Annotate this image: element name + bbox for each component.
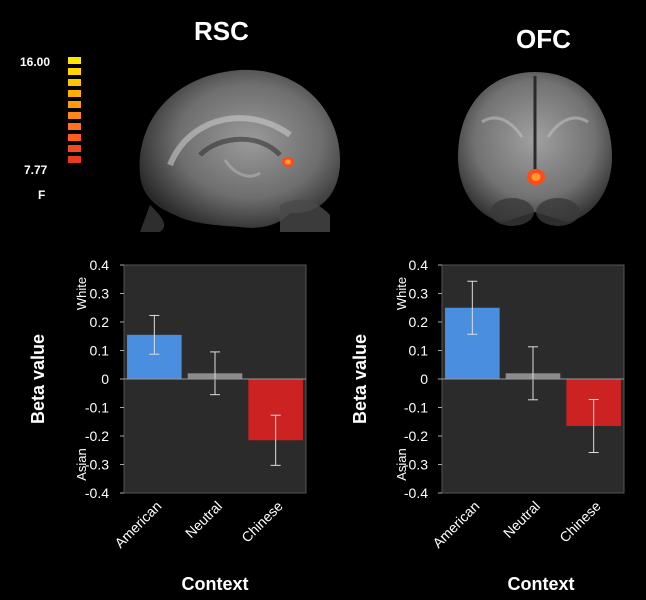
y-tick-label: -0.3 [404,457,428,473]
rsc-title: RSC [194,16,249,46]
y-tick-label: -0.4 [85,485,109,501]
x-tick-label: Chinese [556,498,604,546]
top-side-label: White [74,277,89,310]
y-tick-label: 0.1 [90,343,110,359]
colorbar-swatch [68,68,81,75]
y-tick-label: 0.3 [90,286,110,302]
colorbar-swatch [68,123,81,130]
y-axis-label: Beta value [350,334,370,424]
colorbar-min-label: 7.77 [24,163,48,177]
y-tick-label: -0.1 [85,400,109,416]
y-tick-label: 0.2 [90,314,110,330]
colorbar-swatch [68,90,81,97]
colorbar-max-label: 16.00 [20,55,51,69]
ofc-title: OFC [516,24,571,54]
coronal-brain-ofc [452,62,618,228]
y-tick-label: 0.3 [409,286,429,302]
y-tick-label: -0.3 [85,457,109,473]
x-tick-label: American [111,498,164,551]
bottom-side-label: Asian [394,448,409,481]
y-tick-label: -0.2 [404,428,428,444]
colorbar-swatch [68,112,81,119]
y-tick-label: 0 [101,371,109,387]
ofc-beta-chart: 0.4 0.3 0.2 0.1 0 -0.1 -0.2 -0.3 -0.4 White Asian B… [350,257,625,594]
colorbar-swatch [68,134,81,141]
y-tick-label: 0 [420,371,428,387]
x-axis-label: Context [182,574,249,594]
x-axis-label: Context [508,574,575,594]
colorbar-swatch [68,156,81,163]
y-tick-label: 0.1 [409,343,429,359]
x-tick-label: Neutral [500,498,543,541]
y-tick-label: 0.2 [409,314,429,330]
rsc-beta-chart: 0.4 0.3 0.2 0.1 0 -0.1 -0.2 -0.3 -0.4 White Asian B… [28,257,307,594]
top-side-label: White [394,277,409,310]
colorbar: 16.00 7.77 F [20,55,81,205]
y-tick-label: -0.4 [404,485,428,501]
bottom-side-label: Asian [74,448,89,481]
colorbar-swatch [68,101,81,108]
sagittal-brain-rsc [130,55,348,232]
x-tick-label: Neutral [182,498,225,541]
y-axis-label: Beta value [28,334,48,424]
y-tick-label: 0.4 [409,257,429,273]
colorbar-swatch [68,145,81,152]
colorbar-swatch [68,57,81,64]
y-tick-label: 0.4 [90,257,110,273]
y-tick-label: -0.1 [404,400,428,416]
x-tick-label: American [429,498,482,551]
colorbar-swatch [68,79,81,86]
colorbar-stat-label: F [38,188,46,202]
x-tick-label: Chinese [238,498,286,546]
y-tick-label: -0.2 [85,428,109,444]
